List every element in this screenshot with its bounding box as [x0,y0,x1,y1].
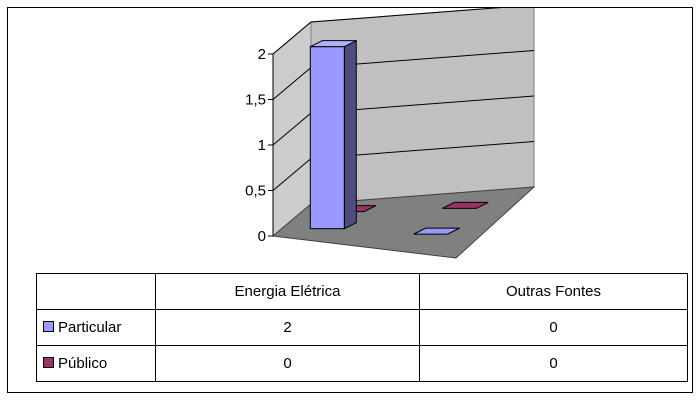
chart-plot: 0 0,5 1 1,5 2 [245,8,536,259]
bar-top [310,40,357,48]
y-tick-label: 2 [258,46,266,63]
legend-key-publico [43,357,54,368]
table-header-row: Energia Elétrica Outras Fontes [36,273,688,310]
y-tick-label: 1,5 [245,92,266,109]
bar [309,46,345,230]
gridline-side [272,158,312,191]
gridline-side [272,21,312,55]
y-tick-label: 1 [258,137,266,154]
table-corner-cell [36,273,156,310]
gridline-back [310,8,502,23]
table-cell: 0 [155,345,420,382]
table-row-header: Público [36,345,156,382]
legend-key-particular [43,321,54,332]
bar-side [343,39,357,230]
table-cell: 2 [155,309,420,346]
data-table: Energia Elétrica Outras Fontes Particula… [36,273,688,382]
table-column-header: Energia Elétrica [155,273,420,310]
gridline-side [272,112,312,146]
table-row: Público 0 0 [36,345,688,382]
bar [413,227,460,235]
gridline-side [272,67,312,100]
y-tick-label: 0,5 [245,183,266,200]
series-name: Particular [58,319,122,336]
table-column-header: Outras Fontes [419,273,688,310]
table-cell: 0 [419,309,688,346]
bar [441,201,489,209]
table-row-header: Particular [36,309,156,346]
series-name: Público [58,355,108,372]
table-row: Particular 2 0 [36,309,688,346]
chart-frame: 0 0,5 1 1,5 2 Energia Elétrica Outras Fontes… [7,7,693,393]
y-tick-label: 0 [258,228,266,245]
table-cell: 0 [419,345,688,382]
